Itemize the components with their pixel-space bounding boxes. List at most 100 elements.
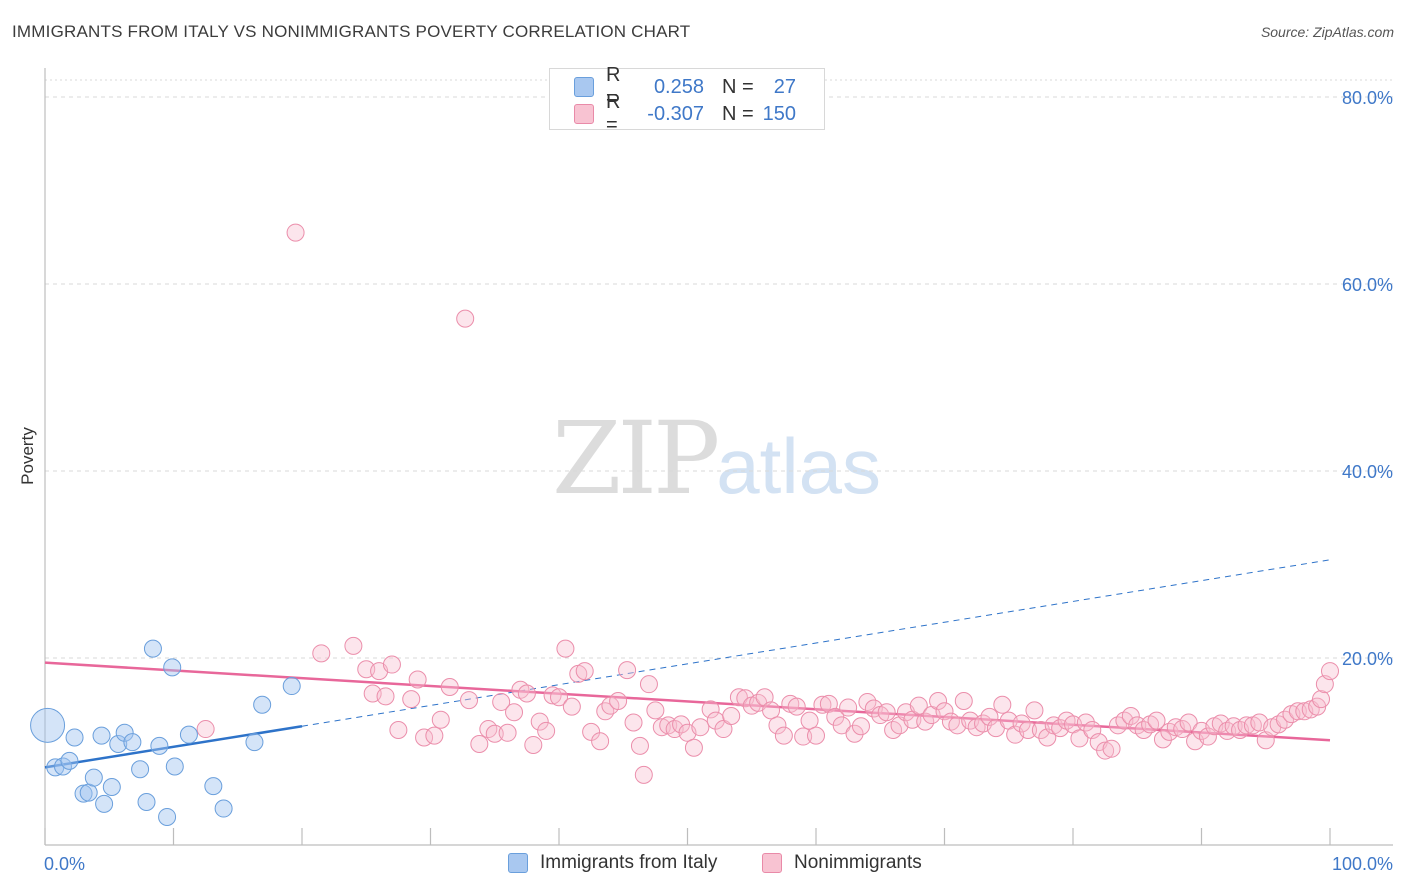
nonimmigrants-point <box>517 684 536 703</box>
nonimmigrants-point <box>1019 720 1038 739</box>
y-axis-label: Poverty <box>18 427 37 485</box>
nonimmigrants-point <box>858 692 877 711</box>
nonimmigrants-point <box>1012 714 1031 733</box>
legend-label-nonimmigrants: Nonimmigrants <box>794 852 922 873</box>
italy-points <box>30 639 301 826</box>
legend-item-italy[interactable]: Immigrants from Italy <box>508 852 717 874</box>
nonimmigrants-point <box>787 697 806 716</box>
italy-point <box>282 677 301 696</box>
nonimmigrants-point <box>819 694 838 713</box>
nonimmigrants-point <box>794 727 813 746</box>
italy-point <box>131 760 150 779</box>
nonimmigrants-point <box>839 698 858 717</box>
nonimmigrants-point <box>762 701 781 720</box>
nonimmigrants-point <box>470 735 489 754</box>
series-legend: Immigrants from Italy Nonimmigrants <box>0 850 1406 880</box>
legend-r-key: R = <box>606 64 621 109</box>
nonimmigrants-point <box>722 706 741 725</box>
nonimmigrants-point <box>851 717 870 736</box>
nonimmigrants-point <box>524 735 543 754</box>
nonimmigrants-point <box>530 712 549 731</box>
nonimmigrants-point <box>646 701 665 720</box>
nonimmigrants-point <box>755 688 774 707</box>
nonimmigrants-point <box>684 738 703 757</box>
y-tick-label: 80.0% <box>1342 88 1393 108</box>
nonimmigrants-point <box>691 718 710 737</box>
nonimmigrants-point <box>800 711 819 730</box>
nonimmigrants-point <box>1076 713 1095 732</box>
italy-point <box>150 736 169 755</box>
nonimmigrants-point <box>1179 713 1198 732</box>
nonimmigrants-point <box>729 688 748 707</box>
nonimmigrants-point <box>1312 690 1331 709</box>
nonimmigrants-point <box>980 707 999 726</box>
nonimmigrants-point <box>877 703 896 722</box>
nonimmigrants-point <box>916 712 935 731</box>
nonimmigrants-point <box>1173 720 1192 739</box>
legend-n-key: N = <box>722 102 754 125</box>
nonimmigrants-point <box>431 710 450 729</box>
nonimmigrants-point <box>1218 721 1237 740</box>
nonimmigrants-point <box>498 723 517 742</box>
nonimmigrants-point <box>701 700 720 719</box>
italy-point <box>84 768 103 787</box>
nonimmigrants-point <box>505 703 524 722</box>
nonimmigrants-point <box>813 695 832 714</box>
italy-point <box>123 733 142 752</box>
nonimmigrants-point <box>575 662 594 681</box>
nonimmigrants-point <box>344 636 363 655</box>
legend-row-italy: R = 0.258 N = 27 <box>574 64 796 109</box>
nonimmigrants-point <box>909 696 928 715</box>
nonimmigrants-point <box>1108 716 1127 735</box>
italy-point <box>245 733 264 752</box>
nonimmigrants-point <box>456 309 475 328</box>
nonimmigrants-point <box>884 720 903 739</box>
nonimmigrants-point <box>1153 730 1172 749</box>
legend-swatch-nonimmigrants <box>574 104 594 124</box>
nonimmigrants-point <box>618 661 637 680</box>
italy-point <box>253 695 272 714</box>
italy-point <box>60 751 79 770</box>
italy-point <box>79 783 98 802</box>
tick-labels: 20.0% 40.0% 60.0% 80.0% 0.0% 100.0% <box>44 88 1393 874</box>
nonimmigrants-point <box>312 644 331 663</box>
nonimmigrants-point <box>1128 716 1147 735</box>
nonimmigrants-point <box>1321 662 1339 681</box>
nonimmigrants-point <box>492 692 511 711</box>
chart-title: IMMIGRANTS FROM ITALY VS NONIMMIGRANTS P… <box>12 22 691 41</box>
nonimmigrants-point <box>993 695 1012 714</box>
legend-r-value: 0.258 <box>653 75 704 98</box>
legend-r-key: R = <box>606 91 621 136</box>
italy-trend-extension <box>301 559 1331 727</box>
italy-point <box>92 726 111 745</box>
nonimmigrants-point <box>634 765 653 784</box>
nonimmigrants-point <box>408 670 427 689</box>
legend-item-nonimmigrants[interactable]: Nonimmigrants <box>762 852 922 874</box>
italy-point <box>109 735 128 754</box>
source-label: Source: ZipAtlas.com <box>1260 24 1394 40</box>
nonimmigrants-point <box>1070 729 1089 748</box>
nonimmigrants-point <box>376 687 395 706</box>
legend-row-nonimmigrants: R = -0.307 N = 150 <box>574 91 796 136</box>
nonimmigrants-point <box>479 720 498 739</box>
nonimmigrants-point <box>425 726 444 745</box>
nonimmigrants-point <box>485 724 504 743</box>
legend-n-value: 27 <box>773 75 796 98</box>
nonimmigrants-point <box>402 690 421 709</box>
italy-point <box>204 777 223 796</box>
y-tick-label: 40.0% <box>1342 462 1393 482</box>
watermark-zip: ZIP <box>552 400 720 517</box>
italy-point <box>165 757 184 776</box>
legend-n-key: N = <box>722 75 754 98</box>
nonimmigrants-point <box>1096 741 1115 760</box>
nonimmigrants-point <box>1121 706 1140 725</box>
nonimmigrants-point <box>774 726 793 745</box>
nonimmigrants-point <box>1102 739 1121 758</box>
italy-point <box>163 658 182 677</box>
nonimmigrants-point <box>460 691 479 710</box>
nonimmigrants-point <box>382 655 401 674</box>
nonimmigrants-point <box>389 720 408 739</box>
italy-point <box>158 807 177 826</box>
stats-legend: R = 0.258 N = 27 R = -0.307 N = 150 <box>549 64 825 136</box>
